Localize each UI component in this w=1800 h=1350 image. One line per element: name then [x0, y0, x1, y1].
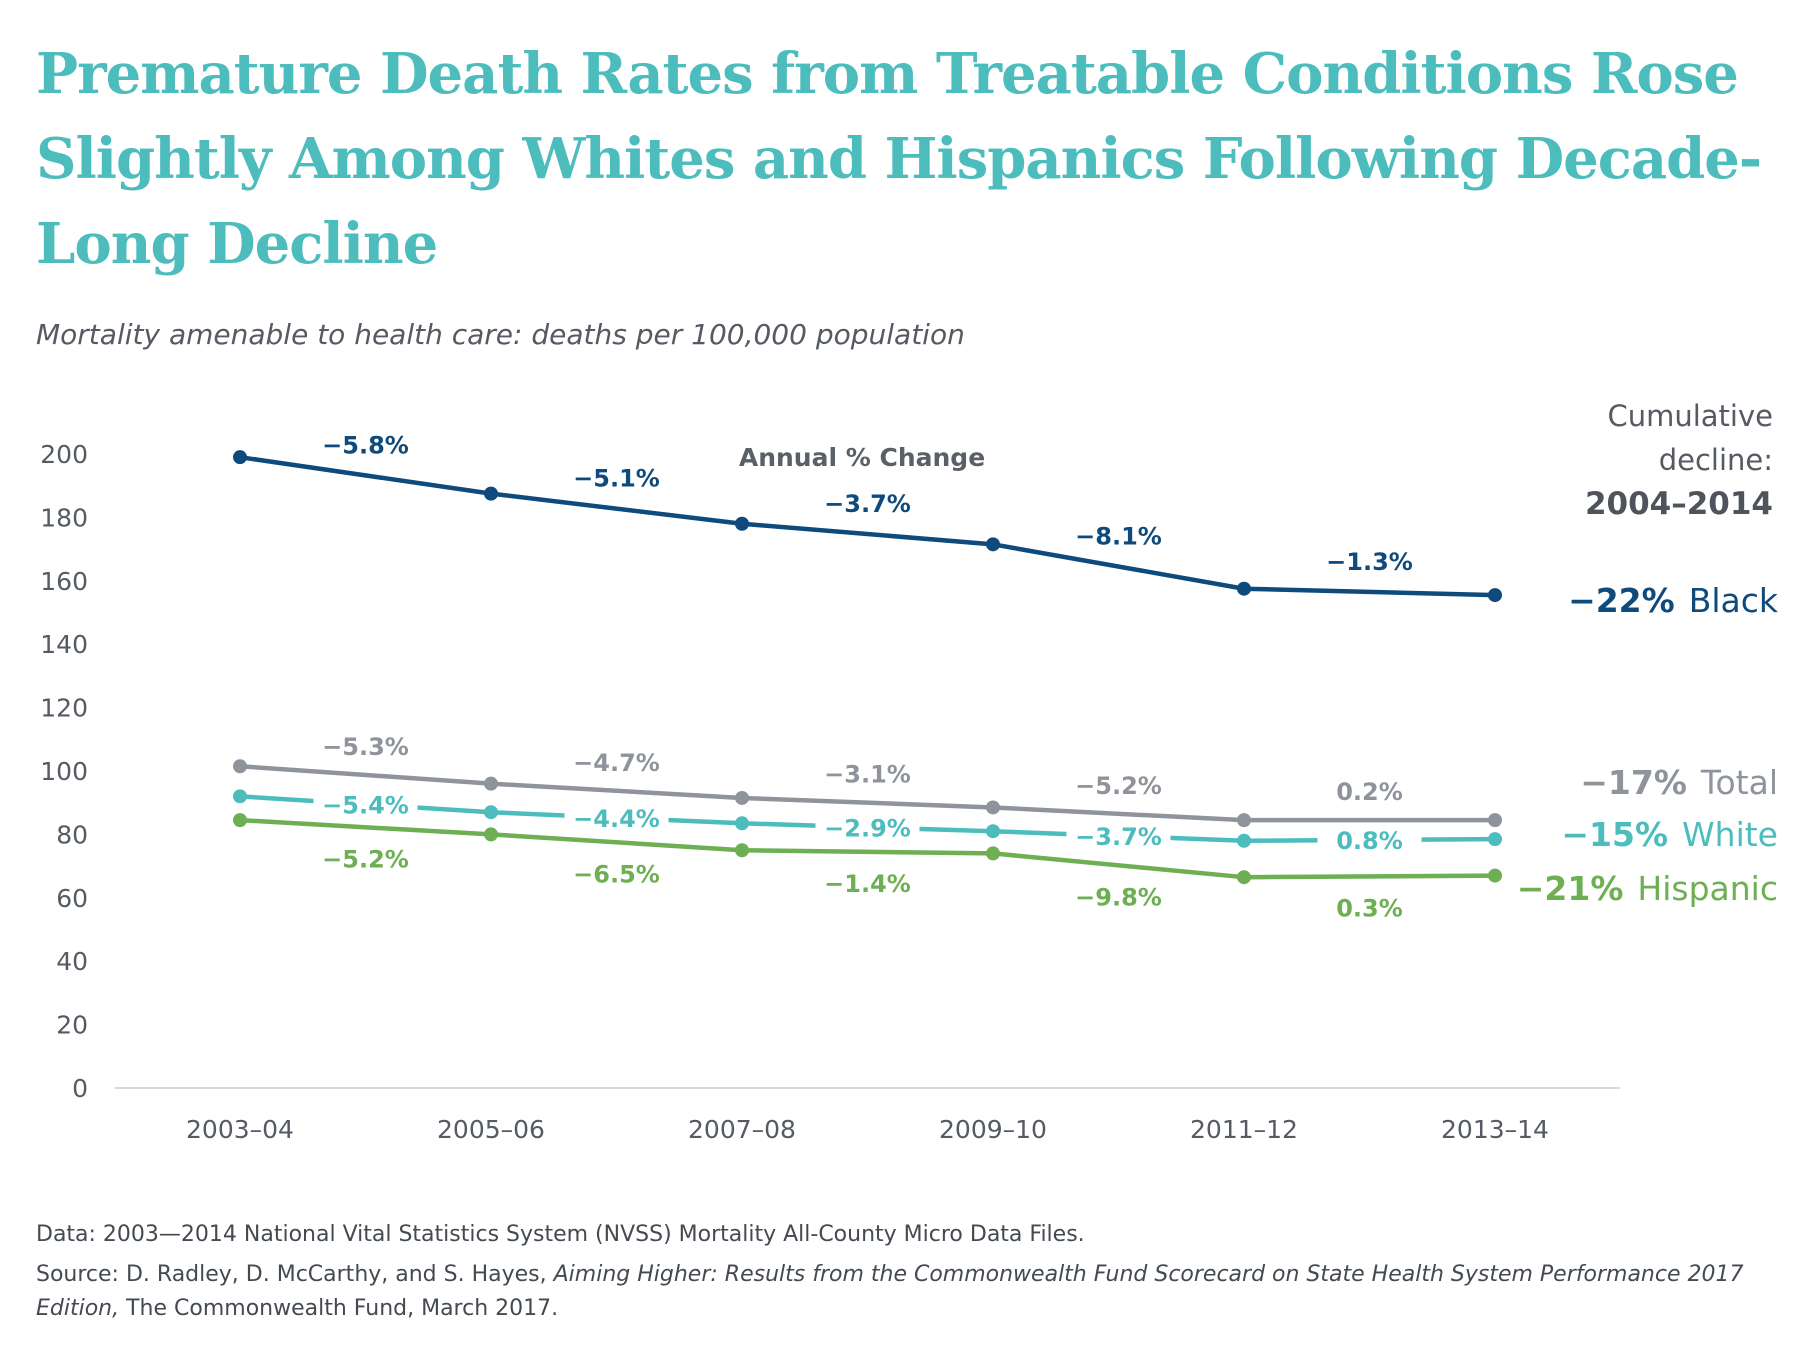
black-data-point: [735, 516, 749, 531]
black-annual-change-label: −8.1%: [1075, 523, 1162, 551]
hispanic-data-point: [735, 843, 749, 858]
total-annual-change-label: −5.3%: [322, 733, 409, 761]
black-data-point: [484, 486, 498, 501]
source-suffix: The Commonwealth Fund, March 2017.: [119, 1296, 559, 1321]
hispanic-data-point: [1488, 868, 1502, 883]
white-data-point: [233, 789, 247, 804]
white-data-point: [986, 824, 1000, 839]
y-tick-label: 180: [40, 503, 88, 532]
total-data-point: [1488, 813, 1502, 828]
total-annual-change-label: −3.1%: [824, 761, 911, 789]
y-tick-label: 20: [56, 1011, 88, 1040]
total-cumulative-decline: −17%: [1580, 763, 1687, 802]
x-tick-label: 2011–12: [1190, 1115, 1298, 1144]
total-annual-change-label: −5.2%: [1075, 772, 1162, 800]
y-tick-label: 160: [40, 567, 88, 596]
total-data-point: [735, 790, 749, 805]
white-change-label-bg: [815, 812, 920, 843]
white-cumulative-decline: −15%: [1561, 815, 1668, 854]
line-chart: 0 20 40 60 80 100 120 140 160 180 200 2003–04 2005–0…: [40, 399, 1779, 1144]
black-data-point: [1237, 581, 1251, 596]
white-data-point: [1237, 833, 1251, 848]
source-title: Aiming Higher: Results from the Commonwe…: [36, 1262, 1744, 1321]
total-data-point: [1237, 813, 1251, 828]
black-annual-change-label: −5.1%: [573, 465, 660, 493]
white-annual-change-label: −3.7%: [1075, 823, 1162, 851]
hispanic-data-point: [233, 813, 247, 828]
hispanic-data-point: [484, 827, 498, 842]
black-data-point: [233, 450, 247, 465]
white-annual-change-label: −2.9%: [824, 814, 911, 842]
total-data-point: [233, 759, 247, 774]
hispanic-data-point: [986, 846, 1000, 861]
x-tick-label: 2013–14: [1441, 1115, 1549, 1144]
y-tick-label: 80: [56, 820, 88, 849]
total-data-point: [484, 776, 498, 791]
y-tick-label: 120: [40, 694, 88, 723]
hispanic-data-point: [1237, 870, 1251, 885]
hispanic-annual-change-label: −1.4%: [824, 870, 911, 898]
y-tick-label: 40: [56, 947, 88, 976]
x-tick-label: 2007–08: [688, 1115, 796, 1144]
total-annual-change-label: −4.7%: [573, 749, 660, 777]
y-tick-label: 60: [56, 884, 88, 913]
chart-title: Premature Death Rates from Treatable Con…: [36, 41, 1762, 277]
y-tick-label: 0: [72, 1074, 88, 1103]
white-change-label-bg: [1317, 824, 1422, 855]
total-series-line: [237, 763, 1498, 823]
hispanic-annual-change-label: 0.3%: [1336, 894, 1403, 922]
data-note: Data: 2003—2014 National Vital Statistic…: [36, 1222, 1085, 1247]
black-annual-change-label: −5.8%: [322, 431, 409, 459]
black-annual-change-label: −1.3%: [1326, 548, 1413, 576]
white-change-label-bg: [313, 789, 418, 820]
x-tick-label: 2009–10: [939, 1115, 1047, 1144]
white-data-point: [735, 816, 749, 831]
source-note: Source: D. Radley, D. McCarthy, and S. H…: [36, 1258, 1776, 1326]
source-prefix: Source: D. Radley, D. McCarthy, and S. H…: [36, 1262, 554, 1287]
hispanic-series-line: [237, 817, 1498, 880]
total-data-point: [986, 800, 1000, 815]
white-data-point: [1488, 832, 1502, 847]
black-cumulative-decline: −22%: [1568, 581, 1675, 620]
chart-footer: Data: 2003—2014 National Vital Statistic…: [36, 1218, 1776, 1332]
white-change-label-bg: [564, 802, 669, 833]
black-data-point: [1488, 588, 1502, 603]
white-annual-change-label: −5.4%: [322, 791, 409, 819]
cumulative-header-line1: Cumulative: [1607, 399, 1773, 433]
annual-change-label: Annual % Change: [739, 443, 985, 472]
hispanic-annual-change-label: −5.2%: [322, 845, 409, 873]
cumulative-header-years: 2004–2014: [1585, 486, 1773, 522]
y-tick-label: 140: [40, 630, 88, 659]
white-legend-name: White: [1682, 815, 1778, 854]
y-tick-label: 100: [40, 757, 88, 786]
black-series-line: [237, 454, 1498, 598]
hispanic-legend-name: Hispanic: [1637, 869, 1778, 908]
y-tick-label: 200: [40, 440, 88, 469]
white-annual-change-label: 0.8%: [1336, 827, 1403, 855]
black-legend-name: Black: [1689, 581, 1779, 620]
chart-subtitle: Mortality amenable to health care: death…: [36, 318, 965, 351]
white-data-point: [484, 805, 498, 820]
white-change-label-bg: [1066, 820, 1171, 851]
cumulative-header-line2: decline:: [1659, 443, 1773, 477]
white-annual-change-label: −4.4%: [573, 805, 660, 833]
hispanic-annual-change-label: −9.8%: [1075, 883, 1162, 911]
black-annual-change-label: −3.7%: [824, 490, 911, 518]
total-annual-change-label: 0.2%: [1336, 778, 1403, 806]
total-legend-name: Total: [1700, 763, 1778, 802]
black-data-point: [986, 537, 1000, 552]
x-tick-label: 2005–06: [437, 1115, 545, 1144]
hispanic-cumulative-decline: −21%: [1517, 869, 1624, 908]
hispanic-annual-change-label: −6.5%: [573, 860, 660, 888]
x-tick-label: 2003–04: [186, 1115, 294, 1144]
